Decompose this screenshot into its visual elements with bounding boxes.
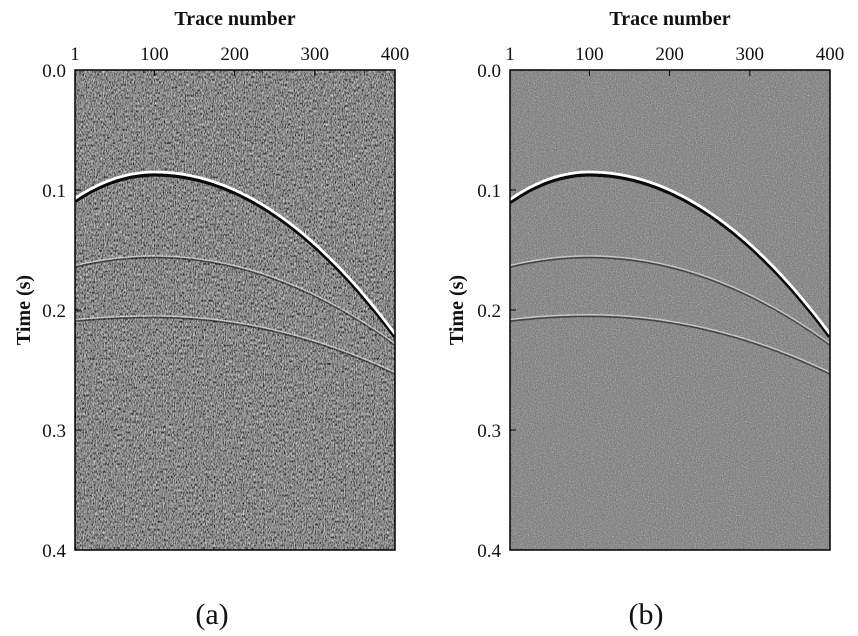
panel-b-event-2-trough [510,256,830,346]
panel-a-y-tick-label: 0.3 [42,421,66,442]
panel-b-x-tick-label: 1 [505,44,515,65]
panel-a-y-tick-label: 0.0 [42,61,66,82]
panel-b-noise [510,70,830,550]
panel-a-y-tick-label: 0.2 [42,301,66,322]
panel-a-x-tick-label: 400 [381,44,410,65]
panel-a: 1 100 200 300 400 0.0 0.1 0.2 0.3 0.4 Trace numbe… [13,8,409,562]
panel-a-x-tick-label: 100 [140,44,169,65]
panel-a-y-tick-label: 0.1 [42,181,66,202]
panel-a-x-tick-label: 300 [301,44,330,65]
panel-a-y-axis-title: Time (s) [13,275,35,345]
panel-b-x-tick-label: 400 [816,44,845,65]
panel-b-x-axis-title: Trace number [609,8,730,30]
panel-a-x-tick-label: 200 [220,44,249,65]
panel-b-x-tick-label: 300 [736,44,765,65]
panel-b-event-2-peak [510,255,830,345]
panel-a-event-2-trough [75,256,395,346]
panel-b-y-tick-label: 0.0 [477,61,501,82]
panel-b-y-tick-label: 0.4 [477,541,501,562]
panel-a-event-3-trough [75,316,395,375]
panel-a-noise [75,70,395,550]
panel-a-y-tick-label: 0.4 [42,541,66,562]
panel-b-x-tick-label: 100 [575,44,604,65]
panel-b-y-tick-label: 0.3 [477,421,501,442]
panel-b: 1 100 200 300 400 0.0 0.1 0.2 0.3 0.4 Trace numbe… [446,8,844,562]
panel-b-event-3-peak [510,314,830,374]
panel-b-y-axis-title: Time (s) [446,275,468,345]
panel-a-x-tick-label: 1 [70,44,80,65]
panel-b-event-1-peak [510,170,830,335]
panel-b-x-tick-label: 200 [655,44,684,65]
panel-a-x-axis-title: Trace number [174,8,295,30]
panel-b-event-1-trough [510,172,830,338]
panel-b-caption: (b) [628,598,664,631]
panel-b-y-tick-label: 0.1 [477,181,501,202]
panel-a-event-1-peak [75,170,395,335]
panel-b-y-tick-label: 0.2 [477,301,501,322]
panel-a-event-1-trough [75,172,395,338]
panel-a-caption: (a) [195,598,229,631]
panel-a-event-3-peak [75,315,395,374]
panel-b-event-3-trough [510,315,830,375]
panel-a-event-2-peak [75,255,395,345]
